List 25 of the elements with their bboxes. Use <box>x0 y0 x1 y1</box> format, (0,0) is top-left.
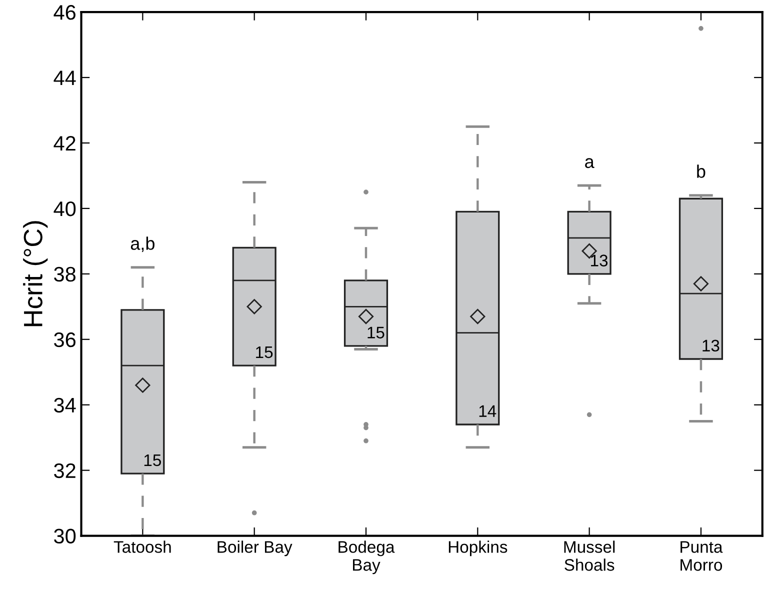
x-tick-label: Bodega Bay <box>338 540 395 574</box>
annotation: b <box>697 164 706 178</box>
y-axis-title: Hcrit (°C) <box>23 221 48 326</box>
annotation: 15 <box>144 454 161 466</box>
y-tick-label: 40 <box>54 201 76 216</box>
x-tick-label: Boiler Bay <box>218 540 292 556</box>
annotation: 15 <box>256 346 273 358</box>
y-tick-label: 36 <box>54 332 76 348</box>
y-tick-label: 42 <box>54 136 76 151</box>
annotation: a,b <box>130 236 154 252</box>
annotation: 13 <box>702 340 720 352</box>
annotation: 15 <box>368 326 384 338</box>
y-tick-label: 32 <box>54 463 76 478</box>
x-tick-label: Hopkins <box>448 540 508 556</box>
x-tick-label: Mussel Shoals <box>564 540 615 571</box>
annotation: a <box>585 158 594 168</box>
x-tick-label: Tatoosh <box>114 540 171 553</box>
y-tick-label: 46 <box>54 5 76 20</box>
y-tick-label: 30 <box>54 528 76 544</box>
x-tick-label: Punta Morro <box>680 541 723 571</box>
y-tick-label: 44 <box>54 70 76 86</box>
annotation: 14 <box>479 405 496 417</box>
annotation: 13 <box>591 254 608 266</box>
y-tick-label: 38 <box>54 266 76 282</box>
y-tick-label: 34 <box>54 398 76 413</box>
